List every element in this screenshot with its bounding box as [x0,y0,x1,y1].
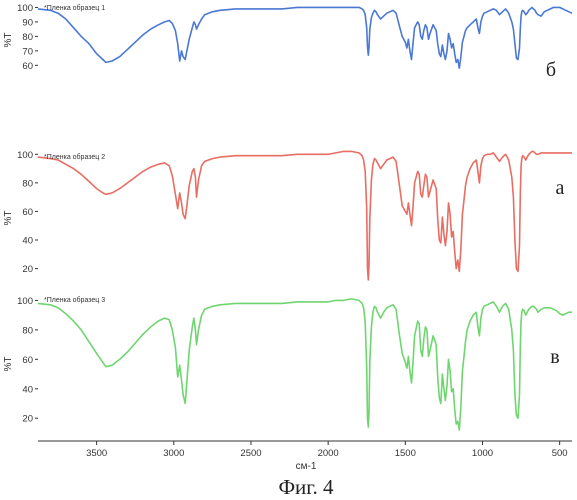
x-tick-label: 500 [552,448,568,459]
x-tick-label: 3000 [163,448,184,459]
x-tick-label: 2500 [240,448,261,459]
x-tick-label: 3500 [86,448,107,459]
y-tick-label: 100 [17,3,33,14]
y-tick-label: 100 [17,150,33,161]
y-tick-label: 80 [22,32,33,43]
x-axis-ticks: 3500 3000 2500 2000 1500 1000 500 [86,441,568,459]
y-tick-label: 70 [22,46,33,57]
y-tick-label: 40 [22,236,33,247]
y-tick-label: 80 [22,325,33,336]
curve-marker: а [556,177,565,199]
x-tick-label: 2000 [318,448,339,459]
y-axis-label: %T [3,211,14,226]
spectrum-line [38,7,572,68]
spectrum-line [38,299,572,430]
y-tick-label: 60 [22,355,33,366]
legend-label: *Пленка образец 3 [44,296,105,304]
y-tick-label: 60 [22,61,33,72]
legend-label: *Пленка образец 1 [44,4,105,12]
y-axis-label: %T [3,357,14,372]
curve-marker: в [550,346,559,368]
spectrum-line [38,151,572,280]
curve-marker: б [546,59,556,81]
spectrum-panel-3: 20 40 60 80 100 %T *Пленка образец 3 в [3,296,572,430]
figure-caption: Фиг. 4 [278,475,334,499]
x-axis-label: см-1 [296,461,317,472]
y-tick-label: 20 [22,414,33,425]
y-axis-label: %T [3,33,14,48]
x-tick-label: 1000 [472,448,493,459]
y-tick-label: 60 [22,207,33,218]
spectrum-panel-2: 20 40 60 80 100 %T *Пленка образец 2 а [3,150,572,280]
y-tick-label: 80 [22,178,33,189]
y-tick-label: 90 [22,17,33,28]
x-tick-label: 1500 [395,448,416,459]
y-tick-label: 100 [17,296,33,307]
y-tick-label: 20 [22,264,33,275]
spectrum-panel-1: 60 70 80 90 100 %T *Пленка образец 1 б [3,3,572,81]
legend-label: *Пленка образец 2 [44,153,105,161]
y-tick-label: 40 [22,384,33,395]
